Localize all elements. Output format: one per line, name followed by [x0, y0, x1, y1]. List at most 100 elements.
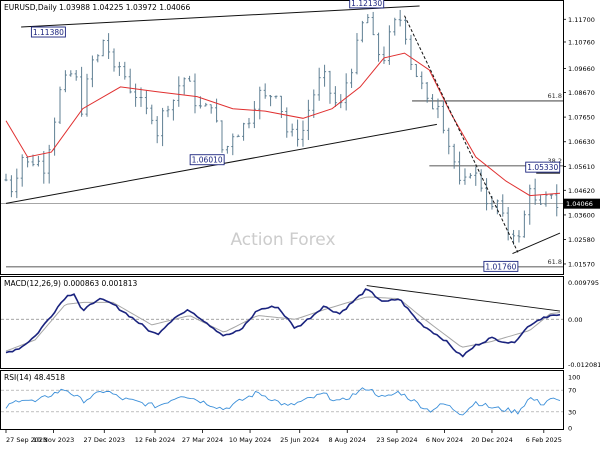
ohlc-bar: [328, 70, 332, 104]
ohlc-bar: [215, 98, 219, 123]
rsi-tick-label: 0: [568, 425, 572, 433]
macd-trendline: [366, 285, 561, 312]
ohlc-bar: [134, 83, 138, 107]
date-tick-label: 6 Nov 2024: [426, 436, 464, 444]
ohlc-bar: [387, 25, 391, 65]
macd-signal-line: [5, 296, 561, 352]
trendline: [512, 232, 561, 255]
ohlc-bar: [301, 120, 305, 147]
price-label: 1.11380: [30, 26, 66, 38]
rsi-tick-label: 70: [568, 387, 576, 395]
ohlc-bar: [74, 70, 78, 81]
ohlc-bar: [533, 178, 537, 205]
ohlc-bar: [258, 86, 262, 120]
macd-title: MACD(12,26,9) 0.000863 0.001813: [4, 279, 138, 288]
price-tick-label: 1.06630: [568, 138, 595, 146]
ohlc-bar: [247, 117, 251, 129]
price-tick-label: 1.08670: [568, 89, 595, 97]
trendline: [404, 15, 519, 253]
ohlc-bar: [242, 122, 246, 141]
ohlc-bar: [506, 207, 510, 241]
price-axis: 1.11700 1.10760 1.09660 1.08670 1.07650 1.066…: [563, 16, 600, 268]
last-price-tag: [564, 198, 600, 209]
rsi-plot-area: [1, 387, 563, 416]
ohlc-readout: 1.03988 1.04225 1.03972 1.04066: [59, 3, 190, 12]
last-price-label: 1.04066: [566, 200, 593, 208]
ohlc-bar: [188, 75, 192, 82]
ohlc-bar: [458, 151, 462, 185]
ohlc-bar: [231, 133, 235, 156]
ohlc-bar: [85, 73, 89, 117]
rsi-axis: 100 70 30 0: [568, 374, 580, 433]
price-label: 1.06010: [189, 154, 225, 166]
date-tick-label: 27 Mar 2024: [182, 436, 223, 444]
macd-plot-area: [1, 285, 563, 358]
ohlc-bar: [20, 154, 24, 187]
ohlc-bar: [382, 46, 386, 64]
ohlc-bar: [549, 194, 553, 199]
ohlc-bar: [269, 95, 273, 107]
price-label: 1.01760: [483, 260, 519, 272]
price-label: 1.12130: [349, 0, 385, 9]
ohlc-bar: [63, 70, 67, 93]
ohlc-bar: [323, 64, 327, 87]
rsi-line: [5, 387, 561, 416]
ohlc-bar: [344, 73, 348, 111]
price-label: 1.05330: [525, 161, 561, 173]
date-tick-label: 6 Feb 2025: [526, 436, 562, 444]
price-tick-label: 1.01570: [568, 260, 595, 268]
ohlc-bar: [117, 61, 121, 76]
ohlc-bar: [285, 107, 289, 138]
rsi-tick-label: 100: [568, 374, 580, 382]
ohlc-bar: [425, 82, 429, 103]
ohlc-bar: [198, 96, 202, 109]
ohlc-bar: [355, 33, 359, 75]
ohlc-bar: [452, 143, 456, 169]
watermark: Action Forex: [230, 230, 335, 250]
ohlc-bar: [468, 173, 472, 179]
ohlc-bar: [317, 67, 321, 101]
fib-level-label: 38.2: [548, 157, 562, 165]
rsi-tick-label: 30: [568, 408, 576, 416]
ohlc-bar: [204, 102, 208, 107]
ohlc-bar: [463, 168, 467, 185]
price-panel-frame: [0, 0, 564, 275]
ohlc-bar: [107, 33, 111, 59]
date-tick-label: 12 Feb 2024: [135, 436, 175, 444]
date-tick-label: 23 Sep 2024: [376, 436, 417, 444]
ohlc-bar: [101, 39, 105, 57]
date-tick-label: 10 May 2024: [229, 436, 271, 444]
ohlc-bar: [501, 194, 505, 217]
ohlc-bar: [441, 100, 445, 134]
ohlc-bar: [393, 17, 397, 36]
svg-text:1.01760: 1.01760: [485, 262, 516, 271]
macd-axis: 0.009795 0.00 -0.012081: [568, 279, 600, 369]
price-tick-label: 1.03600: [568, 211, 595, 219]
macd-line: [5, 288, 561, 358]
svg-text:1.05330: 1.05330: [527, 163, 558, 172]
date-tick-label: 25 Jun 2024: [280, 436, 319, 444]
ohlc-bar: [528, 184, 532, 225]
price-annotations: 61.8 38.2 61.8 1.11380 1.06010 1.12130 1.05330…: [30, 0, 562, 272]
ohlc-bar: [539, 195, 543, 205]
macd-tick-label: -0.012081: [568, 361, 600, 369]
ohlc-bar: [447, 127, 451, 155]
ohlc-bar: [544, 191, 548, 207]
ohlc-bar: [398, 9, 402, 27]
ohlc-bar: [377, 32, 381, 62]
ohlc-bar: [123, 61, 127, 80]
ohlc-bar: [404, 18, 408, 45]
svg-text:1.06010: 1.06010: [192, 156, 223, 165]
ohlc-bar: [252, 101, 256, 129]
price-tick-label: 1.02580: [568, 236, 595, 244]
ohlc-bar: [96, 54, 100, 63]
ohlc-bar: [371, 11, 375, 36]
ohlc-bar: [80, 66, 84, 117]
ohlc-bar: [409, 34, 413, 71]
ohlc-bar: [209, 104, 213, 114]
ohlc-bar: [58, 86, 62, 124]
ohlc-bar: [139, 87, 143, 107]
date-tick-label: 10 Nov 2023: [33, 436, 75, 444]
rsi-title: RSI(14) 48.4518: [4, 373, 65, 382]
